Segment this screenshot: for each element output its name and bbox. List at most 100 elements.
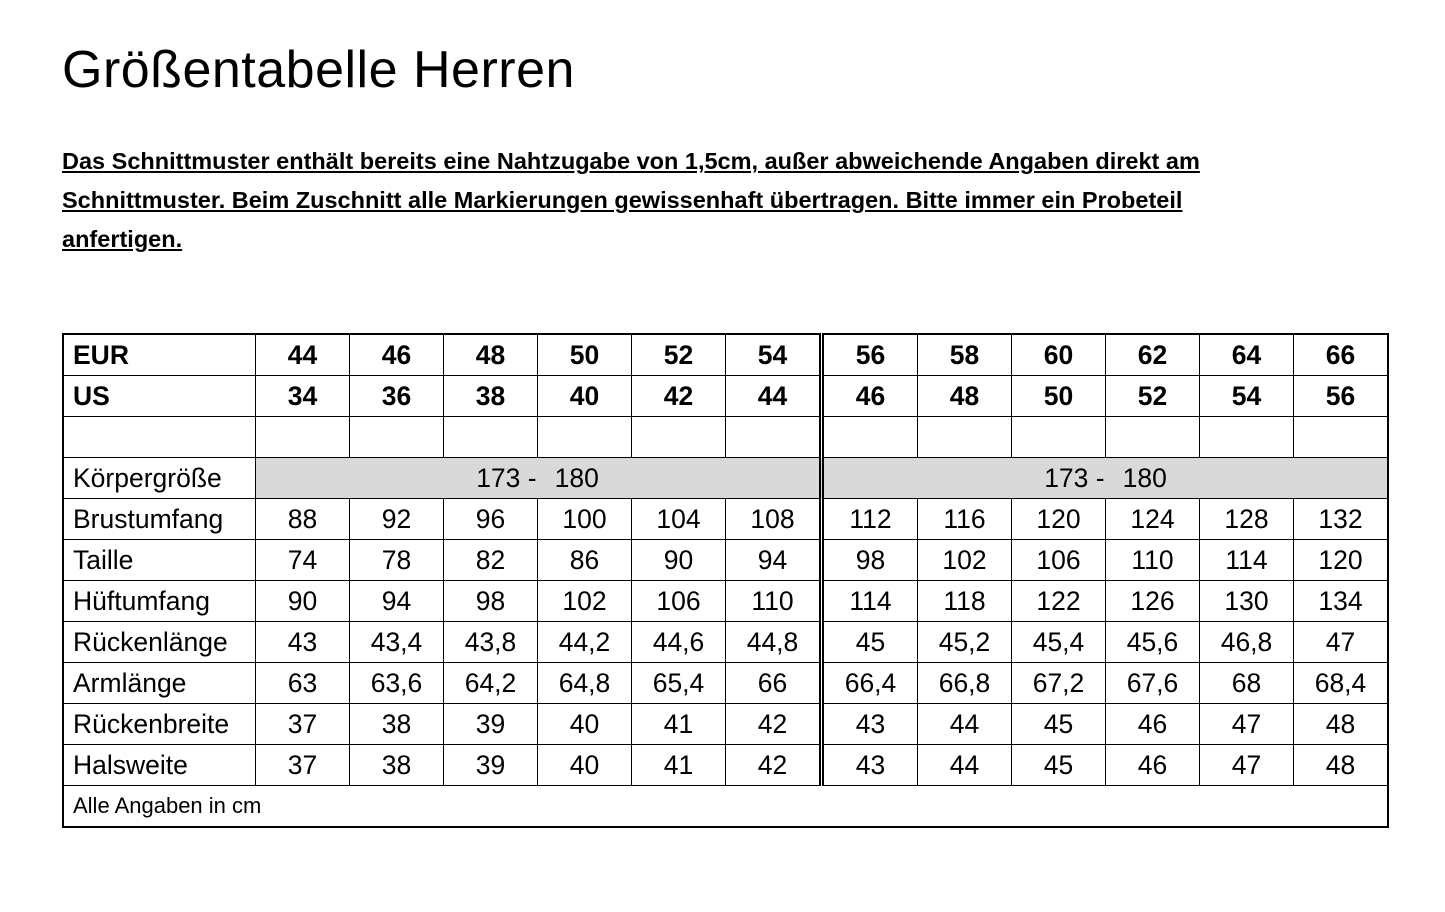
value-cell: 65,4 (631, 662, 726, 704)
value-cell: 45,2 (917, 621, 1012, 663)
value-cell: 42 (725, 703, 822, 745)
value-cell: 106 (1011, 539, 1106, 581)
value-cell: 40 (537, 375, 632, 417)
value-cell: 45 (1011, 703, 1106, 745)
value-cell: 124 (1105, 498, 1200, 540)
value-cell: 46,8 (1199, 621, 1294, 663)
value-cell: 44 (255, 333, 350, 376)
value-cell: 110 (1105, 539, 1200, 581)
value-cell: 120 (1011, 498, 1106, 540)
value-cell: 98 (819, 539, 918, 581)
table-row: Rückenbreite 37 38 39 40 41 42 43 44 45 46 47 48 (62, 703, 1389, 745)
value-cell: 44,8 (725, 621, 822, 663)
range-from: 173 - (1044, 462, 1105, 493)
table-row: Armlänge 63 63,6 64,2 64,8 65,4 66 66,4 66,8 67,2… (62, 662, 1389, 704)
value-cell: 112 (819, 498, 918, 540)
table-row: EUR 44 46 48 50 52 54 56 58 60 62 64 66 (62, 333, 1389, 376)
value-cell: 37 (255, 703, 350, 745)
row-label: US (62, 375, 256, 417)
value-cell: 47 (1199, 744, 1294, 786)
value-cell: 43 (819, 744, 918, 786)
value-cell: 92 (349, 498, 444, 540)
value-cell: 40 (537, 744, 632, 786)
empty-cell (819, 416, 918, 458)
value-cell: 64,8 (537, 662, 632, 704)
row-label: Körpergröße (62, 457, 256, 499)
value-cell: 63,6 (349, 662, 444, 704)
value-cell: 37 (255, 744, 350, 786)
value-cell: 130 (1199, 580, 1294, 622)
value-cell: 74 (255, 539, 350, 581)
range-to: 180 (1122, 462, 1167, 493)
empty-cell (1293, 416, 1389, 458)
empty-cell (725, 416, 822, 458)
row-label: Taille (62, 539, 256, 581)
value-cell: 86 (537, 539, 632, 581)
value-cell: 42 (631, 375, 726, 417)
value-cell: 116 (917, 498, 1012, 540)
value-cell: 43 (819, 703, 918, 745)
page-title: Größentabelle Herren (62, 41, 575, 99)
value-cell: 46 (1105, 744, 1200, 786)
value-cell: 39 (443, 703, 538, 745)
value-cell: 48 (1293, 703, 1389, 745)
value-cell: 46 (819, 375, 918, 417)
size-table: EUR 44 46 48 50 52 54 56 58 60 62 64 66 US 34 36 38 40 42 4… (62, 333, 1389, 828)
value-cell: 120 (1293, 539, 1389, 581)
row-label: Armlänge (62, 662, 256, 704)
value-cell: 82 (443, 539, 538, 581)
value-cell: 60 (1011, 333, 1106, 376)
value-cell: 63 (255, 662, 350, 704)
value-cell: 47 (1293, 621, 1389, 663)
value-cell: 67,6 (1105, 662, 1200, 704)
value-cell: 43,4 (349, 621, 444, 663)
value-cell: 114 (1199, 539, 1294, 581)
value-cell: 54 (725, 333, 822, 376)
value-cell: 66 (725, 662, 822, 704)
value-cell: 38 (443, 375, 538, 417)
value-cell: 106 (631, 580, 726, 622)
empty-cell (537, 416, 632, 458)
value-cell: 41 (631, 744, 726, 786)
table-row: Taille 74 78 82 86 90 94 98 102 106 110 114 120 (62, 539, 1389, 581)
row-label: Halsweite (62, 744, 256, 786)
value-cell: 64 (1199, 333, 1294, 376)
value-cell: 44,6 (631, 621, 726, 663)
value-cell: 44 (917, 744, 1012, 786)
value-cell: 43,8 (443, 621, 538, 663)
note-row: Alle Angaben in cm (62, 785, 1389, 828)
empty-cell (443, 416, 538, 458)
value-cell: 66,4 (819, 662, 918, 704)
value-cell: 122 (1011, 580, 1106, 622)
value-cell: 110 (725, 580, 822, 622)
value-cell: 67,2 (1011, 662, 1106, 704)
value-cell: 50 (1011, 375, 1106, 417)
value-cell: 88 (255, 498, 350, 540)
value-cell: 108 (725, 498, 822, 540)
value-cell: 68,4 (1293, 662, 1389, 704)
value-cell: 54 (1199, 375, 1294, 417)
table-note: Alle Angaben in cm (62, 785, 1389, 828)
value-cell: 39 (443, 744, 538, 786)
row-label: EUR (62, 333, 256, 376)
value-cell: 100 (537, 498, 632, 540)
value-cell: 94 (725, 539, 822, 581)
value-cell: 134 (1293, 580, 1389, 622)
table-row: Halsweite 37 38 39 40 41 42 43 44 45 46 47 48 (62, 744, 1389, 786)
empty-cell (917, 416, 1012, 458)
value-cell: 48 (1293, 744, 1389, 786)
value-cell: 46 (349, 333, 444, 376)
value-cell: 52 (631, 333, 726, 376)
range-to: 180 (554, 462, 599, 493)
value-cell: 56 (819, 333, 918, 376)
value-cell: 48 (443, 333, 538, 376)
value-cell: 42 (725, 744, 822, 786)
row-label: Rückenlänge (62, 621, 256, 663)
value-cell: 64,2 (443, 662, 538, 704)
value-cell: 102 (537, 580, 632, 622)
value-cell: 45 (819, 621, 918, 663)
value-cell: 94 (349, 580, 444, 622)
value-cell: 44 (725, 375, 822, 417)
table-row: US 34 36 38 40 42 44 46 48 50 52 54 56 (62, 375, 1389, 417)
row-label: Rückenbreite (62, 703, 256, 745)
